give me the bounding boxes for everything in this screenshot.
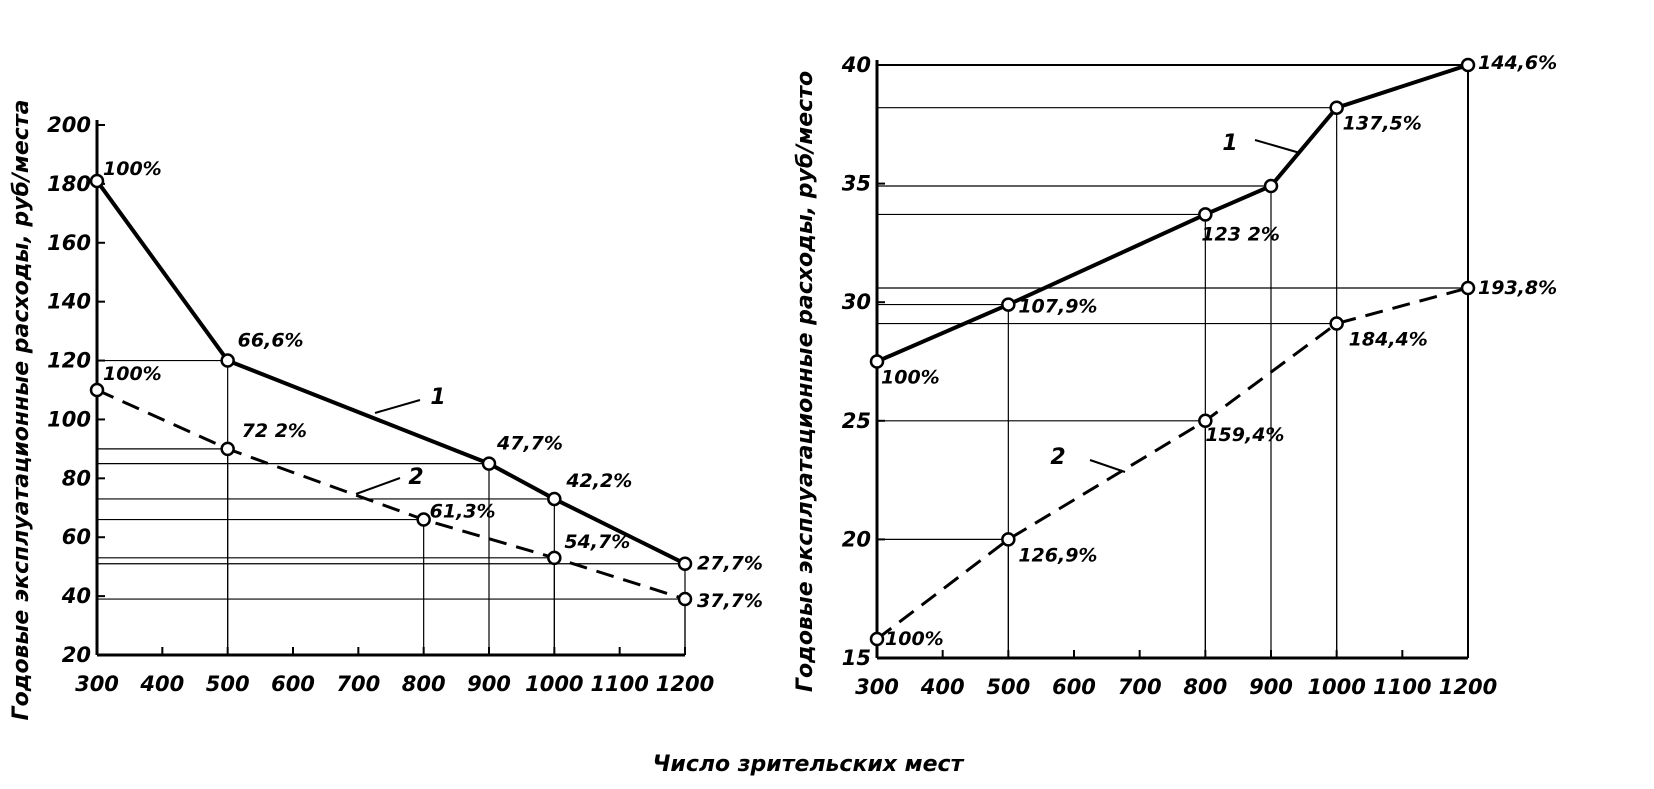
x-tick-label: 700 <box>1118 675 1162 699</box>
x-tick-label: 1200 <box>1439 675 1497 699</box>
data-label: 100% <box>881 367 940 389</box>
data-label: 54,7% <box>564 531 630 553</box>
y-tick-label: 30 <box>842 290 871 314</box>
x-tick-label: 400 <box>139 672 184 696</box>
data-label: 47,7% <box>496 433 563 455</box>
data-point <box>547 550 562 566</box>
data-label: 100% <box>103 363 162 385</box>
y-tick-label: 15 <box>842 646 871 670</box>
data-label: 61,3% <box>430 501 496 523</box>
data-label: 126,9% <box>1018 544 1097 566</box>
data-label: 37,7% <box>697 590 763 612</box>
data-point <box>869 354 885 369</box>
data-label: 107,9% <box>1018 296 1097 318</box>
y-tick-label: 140 <box>47 290 91 314</box>
y-tick-label: 200 <box>47 113 91 137</box>
data-point <box>677 556 693 571</box>
data-point <box>1263 178 1279 194</box>
x-tick-label: 500 <box>986 675 1030 699</box>
data-point <box>220 441 235 457</box>
data-point <box>869 631 885 647</box>
y-tick-label: 20 <box>62 643 91 667</box>
x-tick-label: 900 <box>467 672 511 696</box>
data-label: 42,2% <box>565 470 632 492</box>
x-tick-label: 400 <box>920 675 965 699</box>
data-point <box>1329 316 1344 331</box>
x-tick-label: 800 <box>402 672 446 696</box>
data-point <box>677 591 693 607</box>
series-callout-leader <box>374 399 421 414</box>
y-tick-label: 60 <box>62 525 91 549</box>
data-point <box>547 491 562 507</box>
data-point <box>1001 297 1016 312</box>
series-callout-leader <box>355 477 401 495</box>
data-label: 137,5% <box>1343 113 1422 135</box>
y-tick-label: 40 <box>841 53 871 77</box>
series-callout-leader <box>1254 139 1301 154</box>
series-callout-label: 1 <box>1222 131 1237 156</box>
y-tick-label: 180 <box>47 172 91 196</box>
data-label: 144,6% <box>1478 52 1557 74</box>
data-label: 27,7% <box>697 553 763 575</box>
series-line-1 <box>876 63 1469 364</box>
chart-left: 20 40 60 80 100 120 140 160 180 200 300 400 500 600 70… <box>9 100 763 721</box>
data-label: 159,4% <box>1205 424 1284 446</box>
y-tick-label: 20 <box>842 527 871 551</box>
data-point <box>220 353 235 368</box>
data-point <box>1001 532 1016 547</box>
shared-x-axis-label: Число зрительских мест <box>653 752 965 777</box>
x-tick-label: 1000 <box>1307 675 1365 699</box>
data-point <box>1198 413 1213 429</box>
data-label: 100% <box>103 158 162 180</box>
series-callout-label: 2 <box>408 465 423 490</box>
series-callout-label: 1 <box>430 385 445 410</box>
y-tick-label: 25 <box>842 409 871 433</box>
data-point <box>1329 100 1344 115</box>
y-tick-label: 80 <box>62 466 91 490</box>
x-tick-label: 900 <box>1249 675 1293 699</box>
y-axis-title: Годовые эксплуатационные расходы, руб/ме… <box>9 100 34 721</box>
x-tick-label: 1200 <box>656 672 714 696</box>
data-point <box>416 512 431 527</box>
data-point <box>481 456 497 471</box>
x-tick-label: 300 <box>855 675 899 699</box>
series-callout-label: 2 <box>1050 445 1065 470</box>
data-label: 123 2% <box>1201 223 1280 245</box>
x-tick-label: 1000 <box>525 672 583 696</box>
x-tick-label: 600 <box>1052 675 1096 699</box>
data-point <box>1460 57 1476 73</box>
x-tick-label: 1100 <box>590 672 648 696</box>
data-label: 100% <box>885 628 944 650</box>
x-tick-label: 1100 <box>1373 675 1431 699</box>
data-label: 72 2% <box>242 420 307 442</box>
x-tick-label: 300 <box>75 672 119 696</box>
x-tick-label: 600 <box>271 672 315 696</box>
y-tick-label: 40 <box>61 584 91 608</box>
x-tick-label: 800 <box>1183 675 1227 699</box>
x-tick-label: 500 <box>206 672 250 696</box>
y-tick-label: 120 <box>47 349 91 373</box>
y-tick-label: 35 <box>842 172 871 196</box>
x-tick-label: 700 <box>336 672 380 696</box>
data-label: 193,8% <box>1478 277 1557 299</box>
data-label: 66,6% <box>238 330 304 352</box>
data-label: 184,4% <box>1349 329 1428 351</box>
y-tick-label: 160 <box>47 231 91 255</box>
y-tick-label: 100 <box>47 407 91 431</box>
data-point <box>1460 280 1476 296</box>
series-callout-leader <box>1089 459 1126 473</box>
y-axis-title: Годовые эксплуатационные расходы, руб/ме… <box>793 71 818 692</box>
series-line-2 <box>96 388 686 601</box>
data-point <box>89 382 105 398</box>
data-point <box>89 173 105 189</box>
data-point <box>1198 207 1213 222</box>
